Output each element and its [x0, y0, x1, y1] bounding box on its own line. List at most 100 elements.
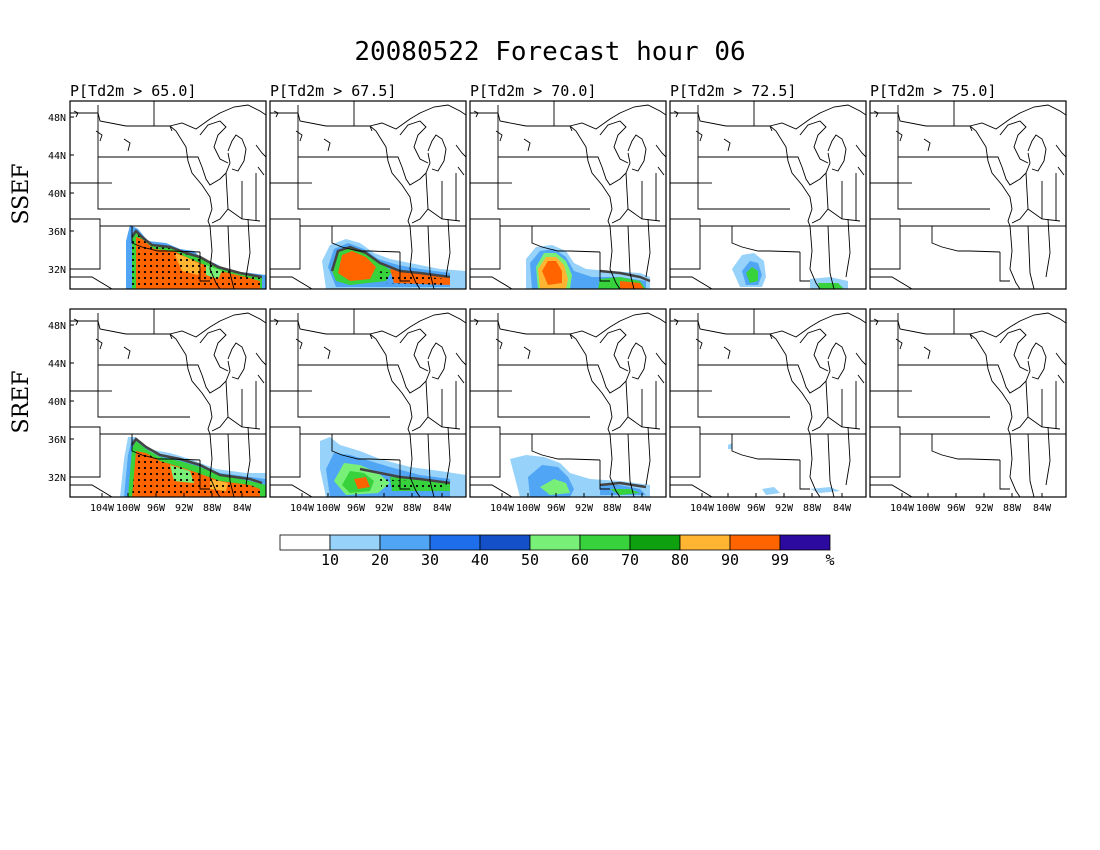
state-border	[811, 172, 829, 224]
state-border	[670, 434, 701, 478]
state-border	[870, 276, 913, 289]
state-border	[670, 276, 713, 289]
state-border	[211, 172, 229, 224]
map-panel-sref-2: 104W 100W 96W 92W 88W 84W	[269, 308, 467, 514]
lon-tick-label: 88W	[203, 503, 222, 514]
state-border	[1055, 144, 1066, 158]
panel-background	[870, 309, 1066, 497]
state-border	[809, 225, 821, 289]
state-border	[255, 352, 266, 366]
probability-contour	[130, 229, 263, 279]
state-border	[270, 226, 301, 270]
state-border	[323, 138, 331, 152]
state-border	[1027, 342, 1047, 380]
state-border	[923, 138, 931, 152]
state-border	[457, 166, 465, 176]
state-border	[427, 433, 435, 497]
state-border	[392, 360, 431, 394]
panel-background	[470, 309, 666, 497]
colorbar-swatch	[679, 534, 731, 551]
state-border	[295, 338, 303, 350]
state-border	[270, 484, 313, 497]
colorbar-label: 90	[721, 551, 739, 569]
state-border	[1045, 426, 1051, 486]
state-border	[670, 390, 790, 418]
panel-frame	[869, 100, 1067, 290]
lon-tick-label: 104W	[890, 503, 915, 514]
colorbar-label: %	[825, 551, 834, 569]
lon-tick-label: 100W	[516, 503, 541, 514]
state-border	[673, 318, 679, 326]
colorbar-swatch	[729, 534, 781, 551]
panel-frame	[469, 308, 667, 498]
state-border	[731, 226, 801, 253]
state-border	[427, 342, 447, 380]
stipple-region	[378, 271, 446, 285]
state-border	[495, 130, 503, 142]
state-border	[569, 312, 666, 338]
stipple-region	[132, 231, 262, 289]
panel-content	[70, 309, 266, 497]
state-border	[1055, 352, 1066, 366]
lon-tick-label: 88W	[803, 503, 822, 514]
lat-tick-label: 40N	[48, 189, 66, 200]
state-border	[399, 120, 429, 164]
lon-tick-label: 84W	[1033, 503, 1052, 514]
state-border	[199, 120, 229, 164]
state-border	[211, 380, 229, 432]
panel-frame	[269, 308, 467, 498]
state-border	[673, 110, 679, 118]
state-border	[131, 434, 201, 461]
lon-tick-label: 100W	[316, 503, 341, 514]
probability-fill	[338, 251, 376, 281]
state-border	[531, 434, 601, 461]
lon-tick-label: 92W	[175, 503, 194, 514]
state-border	[409, 225, 421, 289]
state-border	[331, 434, 401, 461]
state-border	[70, 276, 113, 289]
panel-frame	[69, 308, 267, 498]
state-border	[199, 252, 210, 282]
state-border	[227, 342, 247, 380]
state-border	[827, 225, 835, 289]
lon-tick-label: 92W	[375, 503, 394, 514]
panel-background	[670, 101, 866, 289]
colorbar-label: 80	[671, 551, 689, 569]
state-border	[70, 434, 101, 478]
state-border	[427, 225, 435, 289]
state-border	[969, 333, 1013, 435]
state-border	[209, 433, 221, 497]
state-border	[931, 226, 1001, 253]
colorbar-swatch	[479, 534, 531, 551]
state-border	[1009, 433, 1021, 497]
map-panel-ssef-5: P[Td2m > 75.0]	[869, 82, 1067, 290]
state-border	[723, 138, 731, 152]
state-border	[199, 460, 210, 490]
colorbar-swatch	[429, 534, 481, 551]
state-border	[270, 182, 390, 210]
probability-contour	[599, 269, 651, 283]
state-border	[931, 434, 1001, 461]
state-border	[827, 342, 847, 380]
state-border	[799, 120, 829, 164]
state-border	[592, 152, 631, 186]
state-border	[470, 182, 590, 210]
state-border	[657, 166, 665, 176]
state-border	[969, 104, 1066, 130]
state-border	[1027, 225, 1035, 289]
state-border	[399, 328, 429, 372]
lat-tick-label: 48N	[48, 113, 66, 124]
state-border	[1045, 218, 1051, 278]
state-border	[257, 374, 265, 384]
lon-tick-label: 92W	[575, 503, 594, 514]
state-border	[569, 333, 613, 435]
row-label-ssef: SSEF	[9, 163, 34, 224]
state-border	[870, 484, 913, 497]
map-panel-ssef-1: P[Td2m > 65.0] 48N 44N 40N 36N 32N	[48, 82, 267, 290]
state-border	[169, 312, 266, 338]
state-border	[799, 328, 829, 372]
state-border	[295, 130, 303, 142]
panel-content	[270, 309, 466, 497]
probability-fill	[542, 261, 562, 285]
state-border	[427, 134, 447, 172]
